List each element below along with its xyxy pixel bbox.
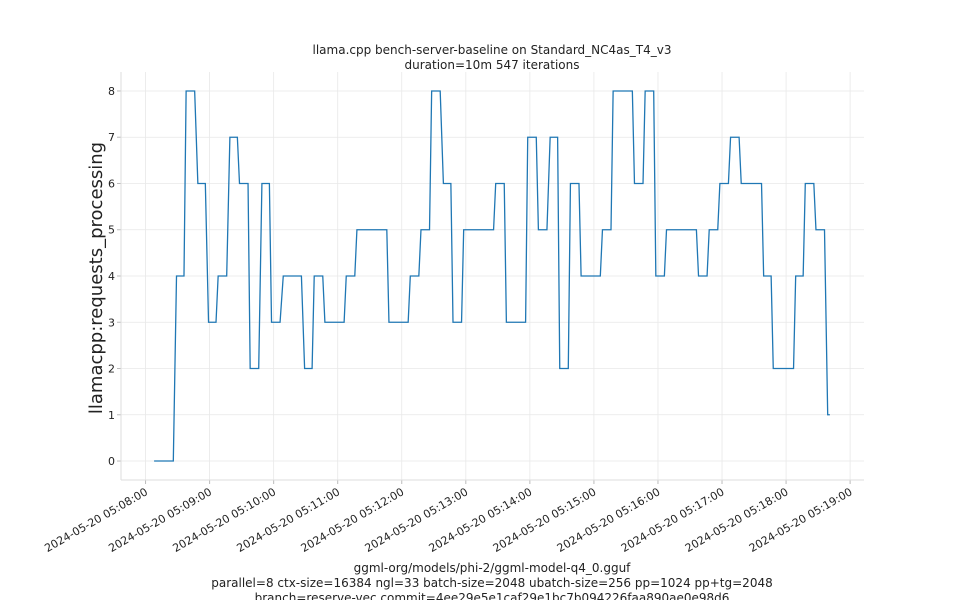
y-tick-label: 5 [108, 224, 115, 237]
chart-subtitle: duration=10m 547 iterations [405, 58, 580, 72]
y-tick-label: 2 [108, 363, 115, 376]
x-tick-label: 2024-05-20 05:08:00 [42, 485, 150, 555]
x-axis-label: ggml-org/models/phi-2/ggml-model-q4_0.gg… [354, 561, 632, 575]
y-tick-label: 6 [108, 177, 115, 190]
x-axis-label: branch=reserve-vec commit=4ee29e5e1caf29… [255, 591, 730, 600]
x-tick-label: 2024-05-20 05:19:00 [747, 485, 855, 555]
x-tick-label: 2024-05-20 05:09:00 [106, 485, 214, 555]
x-tick-label: 2024-05-20 05:10:00 [170, 485, 278, 555]
y-tick-label: 8 [108, 85, 115, 98]
x-tick-label: 2024-05-20 05:14:00 [427, 485, 535, 555]
y-tick-label: 3 [108, 316, 115, 329]
y-axis-label: llamacpp:requests_processing [86, 142, 107, 414]
x-tick-label: 2024-05-20 05:18:00 [683, 485, 791, 555]
x-tick-label: 2024-05-20 05:15:00 [491, 485, 599, 555]
x-tick-label: 2024-05-20 05:16:00 [555, 485, 663, 555]
y-tick-label: 7 [108, 131, 115, 144]
x-tick-label: 2024-05-20 05:13:00 [363, 485, 471, 555]
series-line [154, 90, 830, 462]
y-tick-label: 0 [108, 455, 115, 468]
y-tick-label: 4 [108, 270, 115, 283]
x-axis-label: parallel=8 ctx-size=16384 ngl=33 batch-s… [211, 576, 772, 590]
y-tick-label: 1 [108, 409, 115, 422]
x-tick-label: 2024-05-20 05:17:00 [619, 485, 727, 555]
x-tick-label: 2024-05-20 05:11:00 [235, 485, 343, 555]
x-tick-label: 2024-05-20 05:12:00 [299, 485, 407, 555]
chart-title: llama.cpp bench-server-baseline on Stand… [313, 43, 672, 57]
